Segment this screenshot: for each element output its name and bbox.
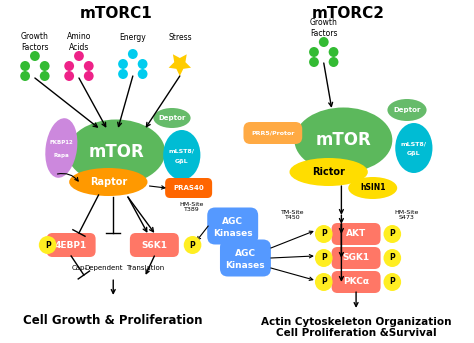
- Text: Actin Cytoskeleton Organization: Actin Cytoskeleton Organization: [261, 317, 451, 327]
- Circle shape: [184, 236, 201, 254]
- Text: GβL: GβL: [175, 158, 189, 164]
- Circle shape: [309, 47, 319, 57]
- FancyBboxPatch shape: [220, 239, 271, 276]
- Text: PKCα: PKCα: [343, 277, 369, 286]
- Ellipse shape: [69, 168, 147, 196]
- Text: HM-Site
S473: HM-Site S473: [395, 210, 419, 221]
- Text: Rapa: Rapa: [54, 153, 69, 157]
- Text: Deptor: Deptor: [393, 107, 421, 113]
- Circle shape: [128, 49, 138, 59]
- Text: mTORC2: mTORC2: [312, 7, 385, 22]
- Circle shape: [64, 71, 74, 81]
- Circle shape: [118, 59, 128, 69]
- Circle shape: [138, 59, 147, 69]
- Circle shape: [74, 51, 84, 61]
- Text: TM-Site
T450: TM-Site T450: [281, 210, 304, 221]
- Text: mLST8/: mLST8/: [169, 149, 195, 154]
- Text: AGC: AGC: [235, 249, 256, 259]
- Circle shape: [40, 61, 50, 71]
- Circle shape: [40, 71, 50, 81]
- Text: Translation: Translation: [127, 265, 164, 271]
- Text: Stress: Stress: [168, 34, 191, 43]
- Text: P: P: [390, 253, 395, 262]
- Text: P: P: [190, 240, 195, 249]
- FancyBboxPatch shape: [332, 271, 381, 293]
- Text: Deptor: Deptor: [158, 115, 186, 121]
- Circle shape: [383, 225, 401, 243]
- Circle shape: [319, 37, 328, 47]
- Text: Cap-: Cap-: [71, 265, 87, 271]
- Ellipse shape: [387, 99, 427, 121]
- FancyBboxPatch shape: [332, 247, 381, 269]
- FancyBboxPatch shape: [46, 233, 96, 257]
- Text: HM-Site
T389: HM-Site T389: [179, 202, 204, 212]
- Text: PRAS40: PRAS40: [173, 185, 204, 191]
- Text: P: P: [390, 229, 395, 238]
- Text: Amino
Acids: Amino Acids: [67, 32, 91, 52]
- Text: Rictor: Rictor: [312, 167, 345, 177]
- Text: P: P: [321, 277, 327, 286]
- Text: Raptor: Raptor: [90, 177, 127, 187]
- Circle shape: [328, 57, 338, 67]
- Ellipse shape: [348, 177, 397, 199]
- Text: Kinases: Kinases: [226, 260, 265, 270]
- Circle shape: [315, 249, 333, 267]
- FancyBboxPatch shape: [244, 122, 302, 144]
- Circle shape: [39, 236, 56, 254]
- FancyBboxPatch shape: [332, 223, 381, 245]
- Circle shape: [138, 69, 147, 79]
- Text: P: P: [45, 240, 51, 249]
- Circle shape: [315, 225, 333, 243]
- Text: Energy: Energy: [119, 34, 146, 43]
- Text: Cell Proliferation &Survival: Cell Proliferation &Survival: [276, 328, 437, 338]
- Text: hSIN1: hSIN1: [360, 184, 385, 192]
- Circle shape: [383, 273, 401, 291]
- Text: P: P: [390, 277, 395, 286]
- Ellipse shape: [290, 158, 368, 186]
- Ellipse shape: [154, 108, 191, 128]
- Text: Growth
Factors: Growth Factors: [21, 32, 49, 52]
- Circle shape: [64, 61, 74, 71]
- Circle shape: [84, 71, 94, 81]
- Text: PRR5/Protor: PRR5/Protor: [251, 130, 294, 135]
- Circle shape: [20, 71, 30, 81]
- Text: mLST8/: mLST8/: [401, 142, 427, 146]
- Text: Cell Growth & Proliferation: Cell Growth & Proliferation: [24, 314, 203, 327]
- Text: FKBP12: FKBP12: [49, 141, 73, 145]
- Text: mTOR: mTOR: [88, 143, 144, 161]
- Text: AGC: AGC: [222, 217, 243, 226]
- Circle shape: [84, 61, 94, 71]
- Text: mTOR: mTOR: [316, 131, 371, 149]
- Ellipse shape: [46, 118, 77, 178]
- FancyBboxPatch shape: [207, 208, 258, 245]
- Circle shape: [30, 51, 40, 61]
- FancyBboxPatch shape: [165, 178, 212, 198]
- Circle shape: [328, 47, 338, 57]
- Ellipse shape: [67, 119, 165, 185]
- Ellipse shape: [294, 107, 392, 173]
- Text: mTORC1: mTORC1: [80, 7, 153, 22]
- Text: SGK1: SGK1: [343, 253, 370, 262]
- Circle shape: [118, 69, 128, 79]
- Text: AKT: AKT: [346, 229, 366, 238]
- Text: P: P: [321, 229, 327, 238]
- Polygon shape: [169, 54, 191, 76]
- Text: P: P: [321, 253, 327, 262]
- Ellipse shape: [163, 130, 201, 180]
- Circle shape: [20, 61, 30, 71]
- Ellipse shape: [395, 123, 432, 173]
- Text: GβL: GβL: [407, 152, 420, 156]
- Text: S6K1: S6K1: [141, 240, 167, 249]
- Text: Kinases: Kinases: [213, 228, 253, 237]
- Circle shape: [309, 57, 319, 67]
- Text: Growth
Factors: Growth Factors: [310, 18, 337, 38]
- Circle shape: [315, 273, 333, 291]
- FancyBboxPatch shape: [130, 233, 179, 257]
- Text: Dependent: Dependent: [84, 265, 123, 271]
- Circle shape: [383, 249, 401, 267]
- Text: 4EBP1: 4EBP1: [55, 240, 87, 249]
